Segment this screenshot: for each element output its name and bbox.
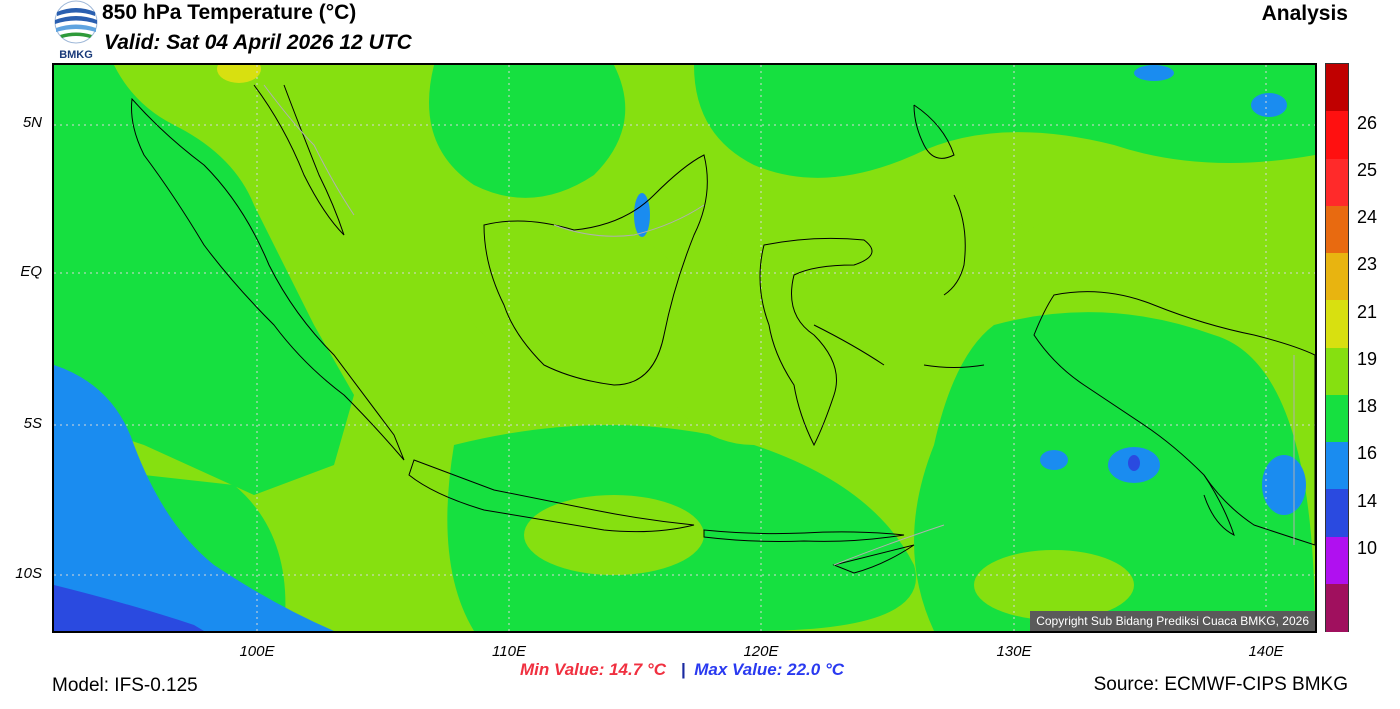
- colorbar-label: 16: [1357, 443, 1378, 464]
- colorbar-label: 10: [1357, 537, 1378, 558]
- lon-label-100e: 100E: [239, 643, 275, 660]
- temperature-map[interactable]: Copyright Sub Bidang Prediksi Cuaca BMKG…: [52, 63, 1317, 633]
- lat-label-5n: 5N: [22, 114, 42, 131]
- colorbar-segment: [1326, 347, 1348, 396]
- valid-time: Valid: Sat 04 April 2026 12 UTC: [104, 31, 412, 54]
- stats-line: Min Value: 14.7 °C | Max Value: 22.0 °C: [520, 660, 844, 680]
- colorbar-segment: [1326, 489, 1348, 537]
- colorbar-segment: [1326, 394, 1348, 443]
- lat-label-eq: EQ: [20, 263, 42, 280]
- colorbar-segment: [1326, 205, 1348, 254]
- lon-label-130e: 130E: [996, 643, 1032, 660]
- lon-label-120e: 120E: [743, 643, 779, 660]
- copyright-box: Copyright Sub Bidang Prediksi Cuaca BMKG…: [1030, 611, 1315, 631]
- colorbar-segment: [1326, 300, 1348, 348]
- analysis-label: Analysis: [1261, 2, 1348, 25]
- lat-label-10s: 10S: [15, 565, 42, 582]
- colorbar-segment: [1326, 583, 1348, 632]
- colorbar: [1325, 63, 1349, 632]
- colorbar-segment: [1326, 158, 1348, 207]
- colorbar-segment: [1326, 111, 1348, 159]
- lon-label-140e: 140E: [1248, 643, 1284, 660]
- model-label: Model: IFS-0.125: [52, 675, 198, 696]
- colorbar-label: 23: [1357, 254, 1378, 275]
- chart-title: 850 hPa Temperature (°C): [102, 1, 357, 24]
- colorbar-segment: [1326, 536, 1348, 585]
- lat-label-5s: 5S: [23, 415, 42, 432]
- max-value: Max Value: 22.0 °C: [694, 660, 845, 679]
- colorbar-label: 18: [1357, 396, 1378, 417]
- colorbar-label: 21: [1357, 301, 1378, 322]
- colorbar-label: 25: [1357, 159, 1378, 180]
- copyright-text: Copyright Sub Bidang Prediksi Cuaca BMKG…: [1036, 614, 1309, 628]
- colorbar-label: 14: [1357, 490, 1378, 511]
- min-value: Min Value: 14.7 °C: [520, 660, 666, 679]
- stats-separator: |: [680, 660, 686, 679]
- colorbar-segment: [1326, 442, 1348, 490]
- lon-label-110e: 110E: [492, 643, 526, 660]
- colorbar-segment: [1326, 64, 1348, 112]
- colorbar-segment: [1326, 253, 1348, 301]
- colorbar-label: 19: [1357, 348, 1378, 369]
- colorbar-label: 26: [1357, 112, 1378, 133]
- source-label: Source: ECMWF-CIPS BMKG: [1093, 674, 1348, 695]
- bmkg-logo: BMKG: [52, 0, 100, 61]
- logo-text: BMKG: [59, 49, 93, 60]
- colorbar-label: 24: [1357, 207, 1378, 228]
